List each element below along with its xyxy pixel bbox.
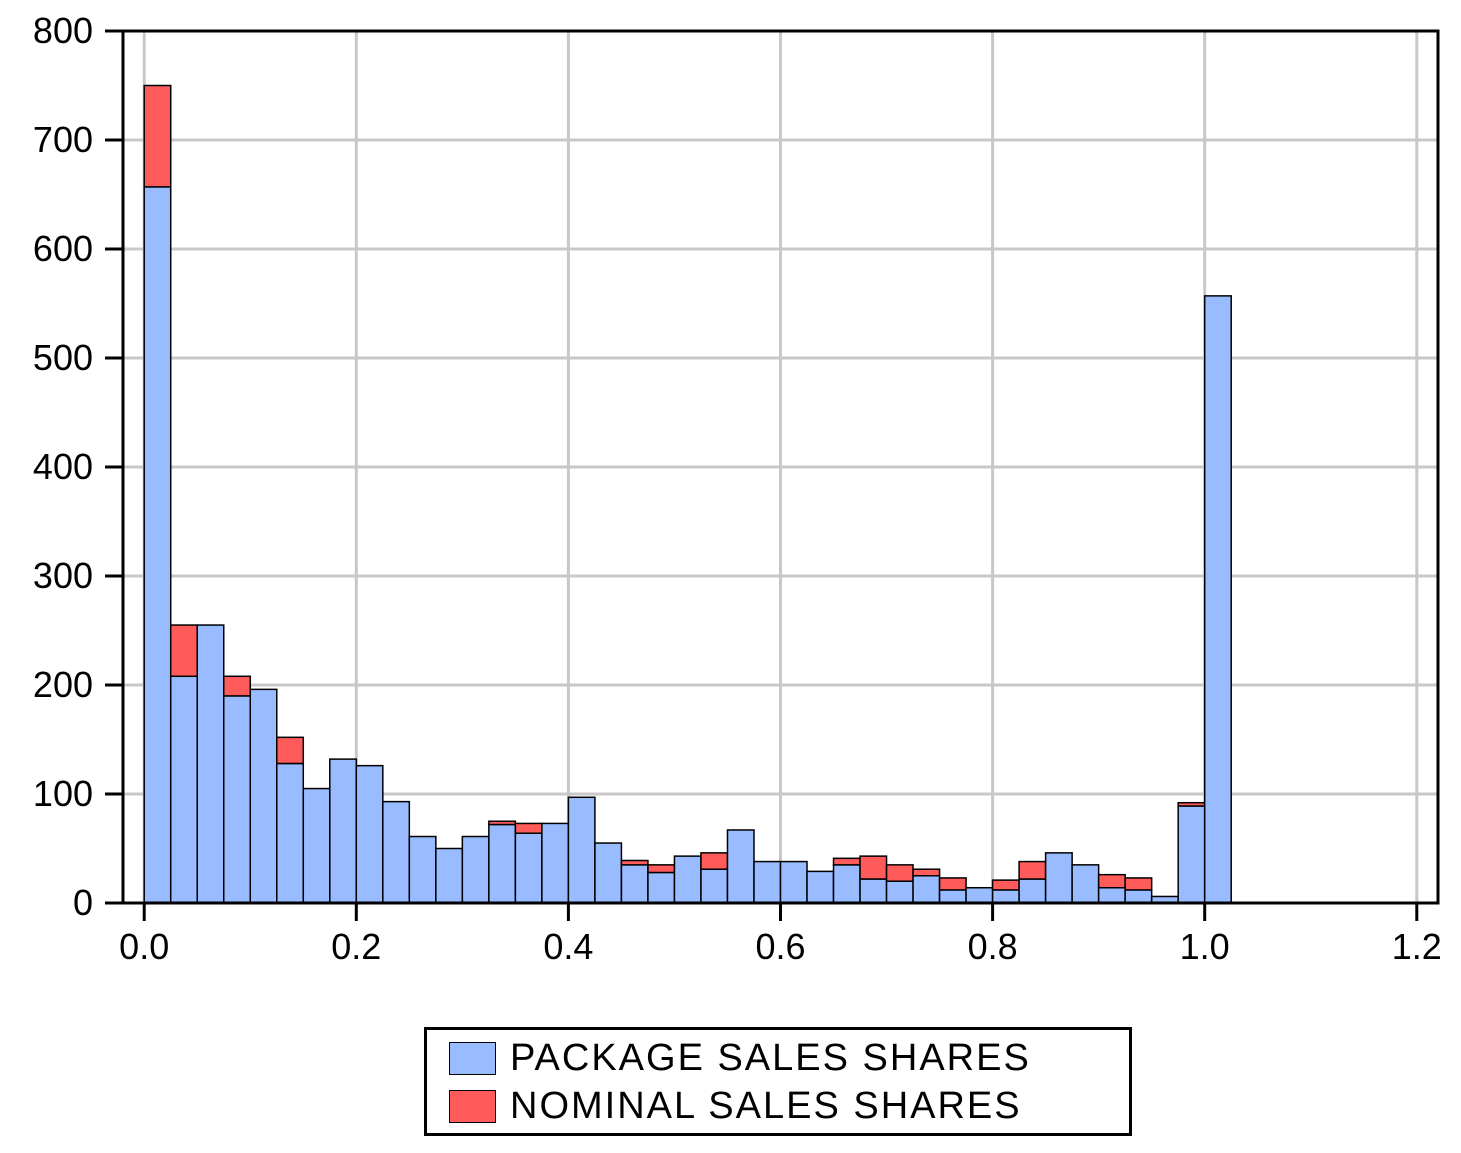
x-tick-label: 1.2 [1392,926,1442,967]
legend-item-nominal: NOMINAL SALES SHARES [449,1085,1022,1127]
y-axis-tick-labels: 0 100 200 300 400 500 600 700 800 [33,10,93,923]
legend-item-package: PACKAGE SALES SHARES [449,1037,1031,1079]
x-tick-label: 0.6 [755,926,805,967]
bar-nominal-sales-shares [700,852,729,870]
axis-ticks [105,29,1419,921]
bar-package-sales-shares [859,878,888,904]
bar-package-sales-shares [779,860,808,904]
bar-package-sales-shares [1097,886,1126,904]
bar-nominal-sales-shares [276,736,305,765]
bar-nominal-sales-shares [991,879,1020,891]
x-tick-label: 0.4 [543,926,593,967]
y-tick-label: 100 [33,773,93,814]
bar-package-sales-shares [912,875,941,904]
bar-package-sales-shares [832,864,861,904]
bar-nominal-sales-shares [647,864,676,874]
legend-swatch-package [449,1041,496,1075]
x-tick-label: 0.0 [119,926,169,967]
bar-nominal-sales-shares [1097,873,1126,889]
bar-package-sales-shares [1044,852,1073,904]
bar-nominal-sales-shares [832,857,861,866]
bar-nominal-sales-shares [912,868,941,877]
bar-package-sales-shares [408,835,437,904]
y-tick-label: 400 [33,446,93,487]
legend-label-nominal: NOMINAL SALES SHARES [510,1084,1022,1127]
y-tick-label: 200 [33,664,93,705]
bar-nominal-sales-shares [938,877,967,891]
bar-package-sales-shares [276,762,305,904]
bar-package-sales-shares [965,886,994,904]
bar-package-sales-shares [594,842,623,904]
bar-package-sales-shares [806,870,835,904]
grid-lines [123,31,1438,903]
bar-package-sales-shares [196,624,225,904]
bar-package-sales-shares [222,695,252,904]
bar-package-sales-shares [1018,878,1047,904]
bar-package-sales-shares [1071,864,1100,904]
y-tick-label: 300 [33,555,93,596]
y-tick-label: 500 [33,337,93,378]
bar-package-sales-shares [329,758,358,904]
bar-nominal-sales-shares [143,84,172,188]
bar-package-sales-shares [249,688,278,904]
bar-nominal-sales-shares [514,822,543,834]
bar-nominal-sales-shares [1177,801,1206,807]
bar-package-sales-shares [514,832,543,904]
bar-package-sales-shares [302,787,331,904]
y-tick-label: 600 [33,228,93,269]
bar-package-sales-shares [488,823,517,904]
bar-nominal-sales-shares [222,675,252,697]
bar-nominal-sales-shares [1018,860,1047,880]
bar-package-sales-shares [461,835,490,904]
bar-nominal-sales-shares [885,864,914,882]
x-tick-label: 1.0 [1180,926,1230,967]
bar-nominal-sales-shares [620,859,649,866]
bar-package-sales-shares [753,860,782,904]
bar-package-sales-shares [1177,805,1206,904]
bar-package-sales-shares [382,800,411,904]
bar-nominal-sales-shares [169,624,198,678]
bar-package-sales-shares [567,796,596,904]
bar-package-sales-shares [620,864,649,904]
bar-package-sales-shares [647,871,676,904]
y-tick-label: 700 [33,119,93,160]
legend-swatch-nominal [449,1089,496,1123]
x-axis-tick-labels: 0.0 0.2 0.4 0.6 0.8 1.0 1.2 [119,926,1442,967]
bar-package-sales-shares [435,847,464,904]
x-tick-label: 0.2 [331,926,381,967]
bar-nominal-sales-shares [1124,877,1153,891]
bar-package-sales-shares [991,889,1020,904]
bar-nominal-sales-shares [859,855,888,880]
y-tick-label: 800 [33,10,93,51]
bar-nominal-sales-shares [488,820,517,826]
bar-package-sales-shares [726,829,755,904]
bar-package-sales-shares [885,880,914,904]
bar-package-sales-shares [143,186,172,904]
x-tick-label: 0.8 [968,926,1018,967]
bar-package-sales-shares [169,675,198,904]
bar-package-sales-shares [1203,295,1232,904]
bar-package-sales-shares [541,822,570,904]
legend-label-package: PACKAGE SALES SHARES [510,1036,1031,1079]
y-tick-label: 0 [73,882,93,923]
legend: PACKAGE SALES SHARES NOMINAL SALES SHARE… [424,1027,1132,1136]
bar-package-sales-shares [700,868,729,904]
bar-package-sales-shares [673,855,702,904]
bar-package-sales-shares [1124,889,1153,904]
bar-package-sales-shares [355,764,384,904]
bars [143,84,1232,904]
bar-package-sales-shares [938,889,967,904]
